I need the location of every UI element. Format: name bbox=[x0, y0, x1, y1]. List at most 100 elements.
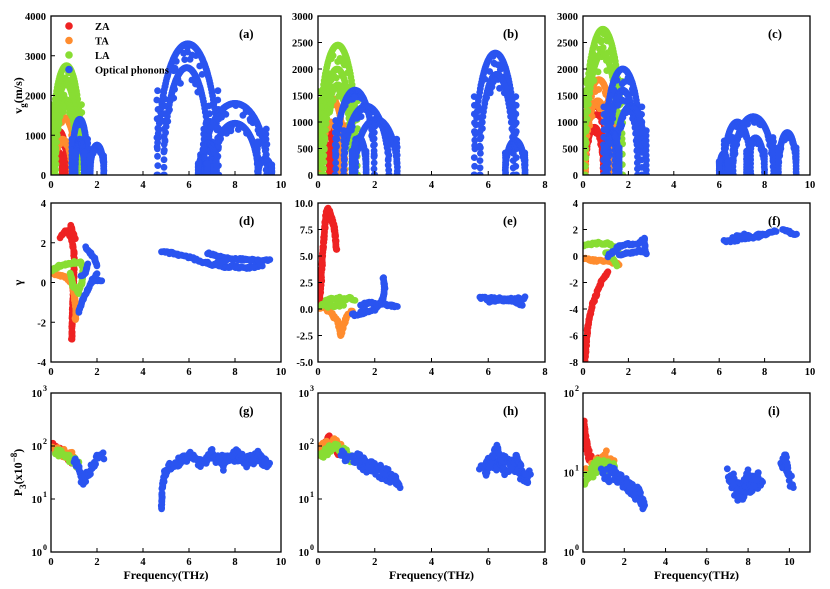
point-optical-c-521 bbox=[729, 134, 737, 141]
point-optical-a-454 bbox=[160, 163, 168, 171]
xtick-label-e-3: 6 bbox=[486, 367, 491, 378]
point-optical-a-613 bbox=[200, 130, 208, 138]
point-optical-c-166 bbox=[633, 159, 641, 167]
point-la-c-187 bbox=[583, 154, 590, 161]
point-la-b-267 bbox=[320, 120, 328, 127]
xtick-label-a-1: 2 bbox=[94, 180, 99, 191]
point-optical-a-612 bbox=[262, 135, 270, 143]
series-optical-e bbox=[348, 274, 529, 320]
point-optical-c-174 bbox=[633, 135, 641, 143]
ytick-label-a-1: 1000 bbox=[25, 131, 46, 142]
point-optical-a-350 bbox=[153, 143, 161, 151]
point-optical-b-479 bbox=[471, 162, 478, 170]
point-optical-c-101 bbox=[638, 103, 646, 111]
point-optical-b-569 bbox=[510, 150, 517, 157]
data-layer-a bbox=[51, 40, 276, 175]
point-la-d-73 bbox=[66, 269, 74, 277]
point-optical-d-70 bbox=[84, 260, 92, 268]
point-optical-a-458 bbox=[160, 148, 168, 156]
point-la-c-42 bbox=[598, 37, 605, 44]
series-optical-d bbox=[75, 243, 274, 316]
point-optical-b-95 bbox=[331, 141, 339, 149]
point-optical-a-518 bbox=[222, 110, 230, 118]
point-optical-d-209 bbox=[222, 257, 230, 265]
point-optical-b-210 bbox=[340, 137, 348, 145]
xtick-label-c-4: 8 bbox=[762, 180, 767, 191]
point-optical-a-464 bbox=[160, 125, 168, 133]
point-optical-a-358 bbox=[154, 106, 162, 113]
point-optical-a-786 bbox=[213, 151, 220, 159]
xtick-label-d-4: 8 bbox=[232, 367, 237, 378]
point-za-b-151 bbox=[325, 151, 333, 159]
point-la-b-259 bbox=[320, 145, 328, 153]
point-optical-a-460 bbox=[160, 140, 168, 148]
point-optical-b-574 bbox=[476, 128, 484, 136]
xtick-label-a-2: 4 bbox=[140, 180, 146, 191]
point-la-c-197 bbox=[583, 110, 589, 118]
xtick-label-b-2: 4 bbox=[429, 180, 435, 191]
point-za-e-109 bbox=[333, 246, 341, 253]
point-optical-b-572 bbox=[476, 135, 484, 143]
ytick-label-d-2: 0 bbox=[41, 279, 46, 290]
point-optical-a-280 bbox=[181, 56, 189, 63]
point-optical-b-522 bbox=[488, 83, 496, 91]
point-optical-c-740 bbox=[724, 158, 732, 165]
point-la-a-231 bbox=[52, 123, 60, 130]
point-optical-b-494 bbox=[512, 101, 520, 109]
point-optical-c-210 bbox=[625, 108, 633, 115]
ytick-label-e-3: 2.5 bbox=[300, 279, 313, 290]
point-la-a-86 bbox=[51, 101, 55, 109]
xtick-label-c-5: 10 bbox=[805, 180, 816, 191]
ytick-label-e-4: 5.0 bbox=[300, 252, 313, 263]
point-optical-b-537 bbox=[496, 84, 503, 92]
point-optical-b-87 bbox=[332, 165, 340, 173]
point-optical-b-202 bbox=[341, 156, 348, 164]
point-optical-b-94 bbox=[370, 147, 378, 155]
point-optical-b-564 bbox=[476, 164, 484, 172]
point-optical-b-90 bbox=[370, 159, 378, 167]
yaxis-label-tail-a: (m/s) bbox=[11, 77, 25, 103]
point-optical-a-456 bbox=[160, 156, 168, 164]
point-optical-c-98 bbox=[600, 111, 608, 118]
xtick-label-e-1: 2 bbox=[372, 367, 377, 378]
point-optical-b-581 bbox=[509, 106, 517, 114]
point-optical-b-568 bbox=[477, 150, 484, 157]
point-optical-a-469 bbox=[206, 110, 213, 118]
point-optical-e-79 bbox=[394, 303, 401, 310]
xtick-label-c-3: 6 bbox=[717, 180, 722, 191]
point-optical-c-170 bbox=[633, 147, 641, 155]
point-la-a-225 bbox=[52, 139, 60, 147]
point-la-c-201 bbox=[583, 93, 589, 100]
point-la-b-32 bbox=[329, 52, 337, 59]
point-optical-b-565 bbox=[509, 164, 517, 172]
point-optical-b-123 bbox=[348, 123, 356, 130]
point-optical-b-563 bbox=[509, 171, 517, 175]
ytick-label-c-5: 2500 bbox=[557, 39, 578, 50]
point-optical-c-671 bbox=[792, 144, 800, 152]
point-optical-b-100 bbox=[370, 129, 378, 137]
point-optical-b-660 bbox=[521, 149, 529, 157]
point-optical-a-224 bbox=[86, 152, 94, 160]
point-za-d-108 bbox=[71, 235, 79, 243]
point-la-a-215 bbox=[52, 166, 60, 174]
point-ta-d-50 bbox=[72, 316, 79, 323]
point-optical-c-739 bbox=[715, 158, 723, 165]
point-optical-b-88 bbox=[370, 165, 378, 173]
series-optical-b bbox=[331, 49, 529, 175]
point-optical-e-142 bbox=[518, 301, 526, 309]
point-optical-b-92 bbox=[370, 153, 378, 161]
point-optical-c-255 bbox=[642, 142, 650, 149]
data-layer-e bbox=[318, 204, 529, 339]
ytick-label-b-1: 500 bbox=[297, 145, 313, 156]
point-optical-c-259 bbox=[642, 132, 650, 140]
point-la-b-253 bbox=[320, 165, 328, 173]
point-optical-c-176 bbox=[634, 129, 641, 137]
point-optical-a-470 bbox=[161, 102, 169, 110]
point-optical-b-489 bbox=[471, 119, 478, 127]
point-za-a-141 bbox=[59, 156, 66, 164]
point-optical-c-522 bbox=[769, 134, 777, 141]
series-la-c bbox=[583, 25, 627, 175]
point-optical-c-249 bbox=[643, 156, 650, 164]
